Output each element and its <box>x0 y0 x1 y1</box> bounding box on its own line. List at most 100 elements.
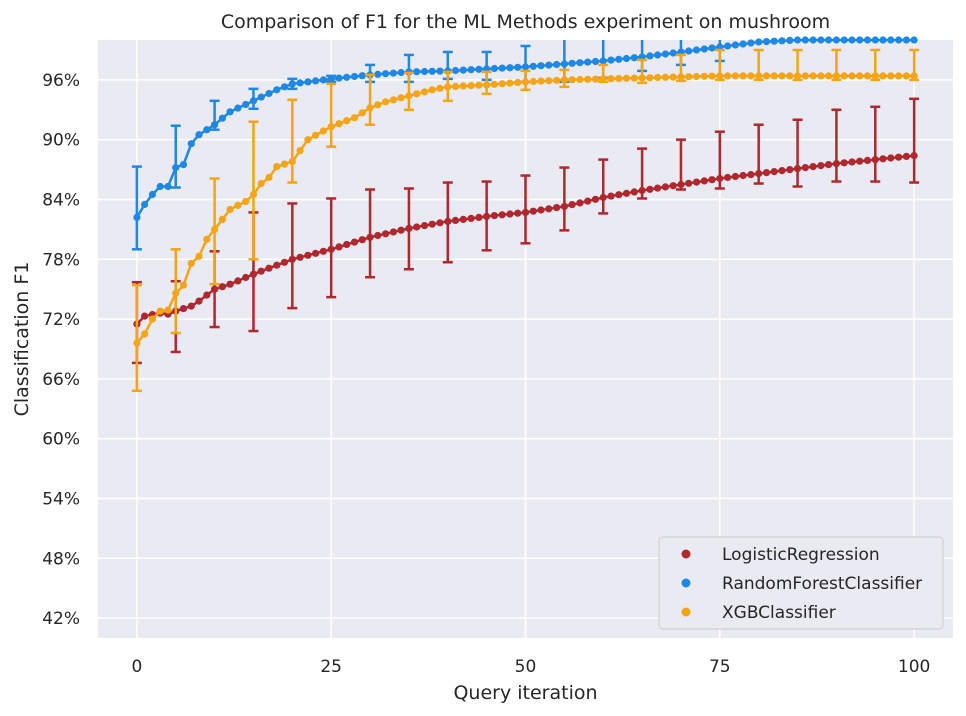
data-point <box>793 72 802 80</box>
data-point <box>630 74 638 82</box>
data-point <box>638 74 646 82</box>
data-point <box>576 59 584 67</box>
data-point <box>133 339 141 347</box>
data-point <box>630 188 638 196</box>
data-point <box>747 171 755 179</box>
x-tick-label: 0 <box>131 657 142 677</box>
data-point <box>848 158 856 166</box>
data-point <box>553 204 561 212</box>
data-point <box>444 83 452 91</box>
data-point <box>871 36 879 44</box>
data-point <box>257 93 265 101</box>
data-point <box>413 90 421 98</box>
data-point <box>762 38 771 46</box>
data-point <box>692 178 701 186</box>
series-XGBClassifier <box>131 48 920 393</box>
data-point <box>599 75 607 83</box>
data-point <box>141 312 149 320</box>
data-point <box>747 72 755 80</box>
data-point <box>444 217 452 225</box>
y-axis-label: Classification F1 <box>11 262 33 417</box>
data-point <box>428 86 436 94</box>
data-point <box>436 219 444 227</box>
data-point <box>817 162 825 170</box>
data-point <box>304 78 312 86</box>
data-point <box>389 69 397 77</box>
data-point <box>218 215 226 223</box>
data-point <box>397 94 405 102</box>
data-point <box>343 240 351 249</box>
data-point <box>654 51 662 59</box>
data-point <box>560 76 569 84</box>
data-point <box>288 80 296 88</box>
data-point <box>327 123 335 131</box>
data-point <box>413 223 421 231</box>
data-point <box>436 67 444 75</box>
data-point <box>871 72 879 80</box>
data-point <box>848 36 856 44</box>
data-point <box>257 179 265 188</box>
data-point <box>296 147 304 155</box>
data-point <box>755 72 763 80</box>
data-point <box>661 183 670 191</box>
data-point <box>887 154 895 162</box>
data-point <box>211 121 219 129</box>
data-point <box>179 305 188 313</box>
data-point <box>179 281 188 289</box>
data-point <box>809 163 817 171</box>
data-point <box>234 201 242 209</box>
data-point <box>203 126 211 134</box>
legend-marker <box>681 578 691 588</box>
data-point <box>902 152 911 160</box>
data-point <box>459 215 467 223</box>
data-point <box>607 75 615 83</box>
legend-label: RandomForestClassifier <box>722 574 922 594</box>
data-point <box>700 45 708 53</box>
data-point <box>591 195 600 203</box>
y-tick-label: 72% <box>42 310 80 330</box>
data-point <box>506 79 514 87</box>
data-point <box>397 68 405 77</box>
data-point <box>242 100 250 109</box>
data-point <box>343 117 351 125</box>
data-point <box>708 44 716 52</box>
data-point <box>895 36 903 44</box>
data-point <box>568 76 576 84</box>
data-point <box>218 114 226 122</box>
data-point <box>654 73 662 82</box>
data-point <box>817 36 825 44</box>
data-point <box>335 120 343 128</box>
data-point <box>226 205 234 213</box>
data-point <box>203 291 211 299</box>
data-point <box>467 82 475 90</box>
data-point <box>762 169 771 177</box>
data-point <box>382 230 390 238</box>
data-point <box>622 189 631 197</box>
data-point <box>685 179 693 187</box>
data-point <box>335 74 343 82</box>
data-point <box>226 280 234 288</box>
data-point <box>280 160 289 168</box>
data-point <box>584 197 592 205</box>
data-point <box>374 70 382 78</box>
legend-marker <box>681 549 691 559</box>
data-point <box>475 81 483 89</box>
data-point <box>467 214 475 222</box>
series-layer <box>131 36 920 393</box>
data-point <box>553 60 561 69</box>
data-point <box>809 36 817 44</box>
data-point <box>825 36 833 44</box>
data-point <box>195 297 203 305</box>
data-point <box>280 258 289 266</box>
data-point <box>389 96 397 104</box>
data-point <box>887 36 895 44</box>
data-point <box>895 72 903 80</box>
data-point <box>615 74 623 83</box>
data-point <box>304 251 312 259</box>
data-point <box>382 70 390 78</box>
data-point <box>350 238 359 246</box>
data-point <box>584 58 592 66</box>
data-point <box>148 315 156 323</box>
x-tick-label: 50 <box>515 657 537 677</box>
data-point <box>358 109 366 117</box>
